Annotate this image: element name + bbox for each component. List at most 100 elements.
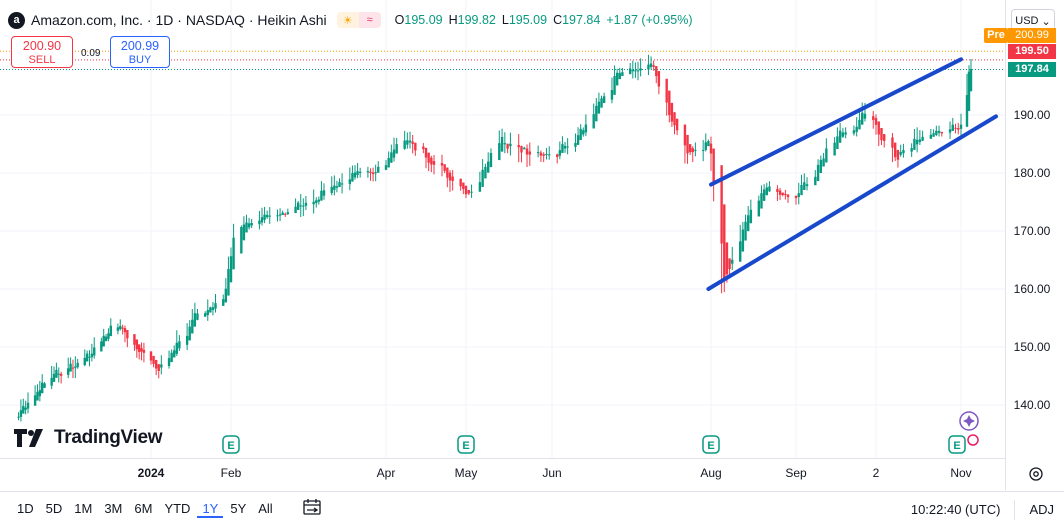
candle-body bbox=[260, 217, 264, 223]
candle-body bbox=[670, 102, 674, 122]
candle-body bbox=[891, 137, 894, 148]
candle-body bbox=[816, 165, 820, 182]
spread-value: 0.09 bbox=[81, 48, 101, 59]
range-button-5d[interactable]: 5D bbox=[45, 501, 63, 516]
earnings-marker[interactable]: E bbox=[948, 435, 966, 454]
candle-body bbox=[877, 121, 880, 135]
earnings-marker[interactable]: E bbox=[702, 435, 720, 454]
ohlc-value: 195.09 bbox=[404, 13, 443, 27]
ohlc-values: O195.09 H199.82 L195.09 C197.84 +1.87 (+0.95… bbox=[395, 13, 693, 27]
candle-body bbox=[464, 185, 468, 195]
candle-body bbox=[57, 373, 60, 375]
time-tick-label: 2 bbox=[873, 466, 880, 480]
range-button-1d[interactable]: 1D bbox=[17, 501, 34, 516]
candle-body bbox=[937, 130, 941, 133]
candle-body bbox=[600, 98, 603, 108]
candle-body bbox=[910, 148, 913, 152]
premarket-tag: Pre bbox=[984, 28, 1008, 43]
candle-body bbox=[17, 416, 20, 418]
candle-body bbox=[446, 167, 449, 178]
candle-body bbox=[167, 358, 171, 366]
clock-time[interactable]: 10:22:40 (UTC) bbox=[910, 502, 1001, 517]
candle-body bbox=[675, 118, 679, 131]
candle-body bbox=[67, 368, 70, 375]
range-button-3m[interactable]: 3M bbox=[104, 501, 123, 516]
candle-body bbox=[720, 165, 723, 244]
candle-body bbox=[26, 402, 30, 409]
candle-body bbox=[154, 359, 158, 369]
sun-icon[interactable]: ☀ bbox=[336, 12, 359, 28]
candle-body bbox=[969, 69, 973, 92]
candle-body bbox=[528, 151, 532, 155]
earnings-marker-box bbox=[457, 435, 475, 454]
range-button-all[interactable]: All bbox=[258, 501, 273, 516]
candle-body bbox=[819, 159, 823, 174]
adj-toggle[interactable]: ADJ bbox=[1029, 502, 1054, 517]
candle-body bbox=[874, 118, 878, 125]
candle-body bbox=[503, 143, 507, 145]
candle-body bbox=[406, 140, 409, 145]
price-tick-label: 150.00 bbox=[1014, 340, 1051, 354]
candle-body bbox=[582, 130, 585, 135]
candle-body bbox=[19, 410, 23, 417]
earnings-marker[interactable]: E bbox=[457, 435, 475, 454]
range-button-5y[interactable]: 5Y bbox=[230, 501, 247, 516]
candle-body bbox=[478, 182, 482, 192]
candle-body bbox=[649, 63, 653, 68]
candle-body bbox=[281, 212, 284, 216]
candle-body bbox=[728, 258, 731, 269]
candle-body bbox=[899, 151, 902, 155]
channel-lower-line[interactable] bbox=[706, 114, 998, 291]
candle-body bbox=[374, 172, 377, 174]
candle-body bbox=[276, 215, 279, 217]
range-button-1m[interactable]: 1M bbox=[74, 501, 93, 516]
range-button-6m[interactable]: 6M bbox=[134, 501, 153, 516]
candle-body bbox=[657, 71, 661, 87]
candle-body bbox=[948, 129, 952, 133]
tradingview-logo[interactable]: TradingView bbox=[14, 427, 163, 449]
candle-body bbox=[459, 178, 462, 187]
candle-body bbox=[119, 326, 122, 330]
candle-body bbox=[338, 182, 341, 187]
candle-body bbox=[102, 335, 105, 347]
candle-body bbox=[358, 171, 362, 174]
earnings-marker-letter: E bbox=[707, 440, 714, 452]
candle-body bbox=[109, 325, 112, 337]
dividends-wave-icon[interactable]: ≈ bbox=[358, 12, 381, 28]
candle-body bbox=[43, 383, 46, 388]
ohlc-value: +1.87 (+0.95%) bbox=[606, 13, 693, 27]
ohlc-key: L bbox=[501, 13, 509, 27]
candle-body bbox=[883, 134, 886, 141]
candle-body bbox=[794, 195, 798, 199]
date-range-icon[interactable] bbox=[302, 498, 322, 521]
range-button-ytd[interactable]: YTD bbox=[164, 501, 191, 516]
candle-body bbox=[140, 348, 143, 352]
settings-gear-icon[interactable] bbox=[1029, 467, 1043, 481]
buy-button[interactable]: 200.99 BUY bbox=[110, 36, 170, 68]
chevron-down-icon: ⌄ bbox=[1041, 15, 1051, 28]
candle-body bbox=[574, 142, 577, 147]
symbol-title[interactable]: Amazon.com, Inc. · 1D · NASDAQ · Heikin … bbox=[31, 12, 327, 28]
candle-body bbox=[203, 313, 207, 317]
candle-body bbox=[427, 152, 430, 163]
channel-upper-line[interactable] bbox=[709, 57, 963, 187]
earnings-marker[interactable]: E bbox=[222, 435, 240, 454]
time-tick-label: 2024 bbox=[138, 466, 165, 480]
candle-body bbox=[935, 130, 938, 136]
candle-body bbox=[232, 237, 235, 270]
range-buttons: 1D 5D 1M 3M 6M YTD 1Y 5Y All bbox=[12, 501, 278, 518]
candle-body bbox=[558, 150, 562, 156]
tradingview-icon bbox=[14, 429, 43, 447]
sell-button[interactable]: 200.90 SELL bbox=[11, 36, 73, 68]
candle-body bbox=[59, 373, 63, 376]
candle-body bbox=[411, 141, 414, 144]
candle-body bbox=[193, 313, 197, 327]
dividend-icon[interactable] bbox=[967, 434, 979, 446]
candle-body bbox=[618, 72, 621, 80]
candle-body bbox=[915, 139, 919, 145]
candle-body bbox=[548, 154, 551, 156]
range-button-1y[interactable]: 1Y bbox=[197, 501, 224, 518]
candle-body bbox=[628, 68, 632, 75]
amazon-logo-icon[interactable]: a bbox=[8, 11, 25, 29]
